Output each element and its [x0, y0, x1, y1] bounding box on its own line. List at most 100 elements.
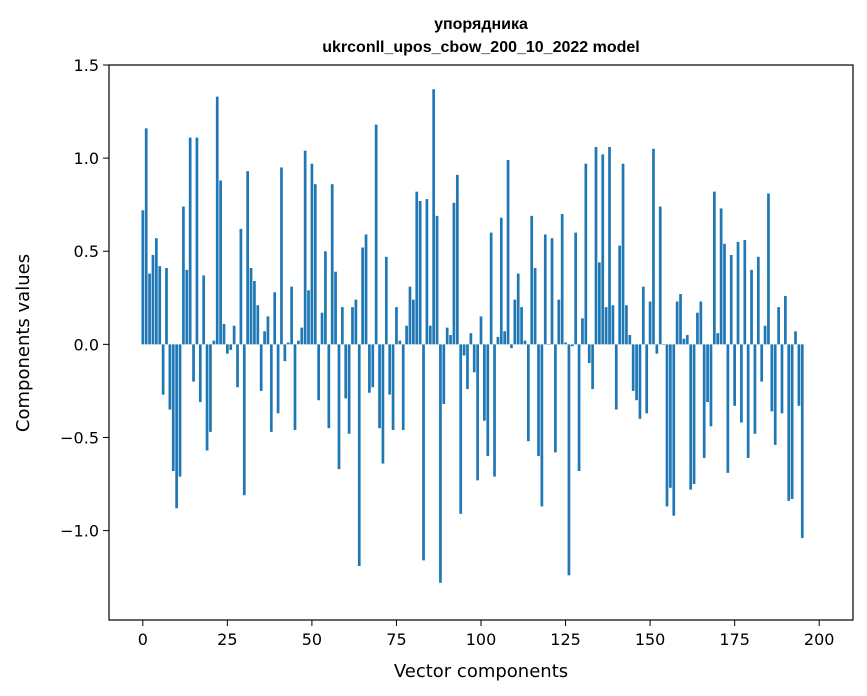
bar-166 — [702, 344, 706, 458]
bar-113 — [523, 340, 527, 345]
bar-185 — [767, 193, 770, 345]
bar-144 — [628, 335, 632, 345]
bar-21 — [212, 340, 216, 345]
bar-67 — [368, 344, 371, 393]
bar-24 — [222, 323, 226, 345]
bar-68 — [371, 344, 375, 388]
bar-178 — [743, 240, 747, 345]
bar-78 — [405, 325, 408, 345]
bar-154 — [662, 344, 665, 345]
bar-175 — [733, 344, 736, 406]
bar-157 — [672, 344, 676, 516]
bar-129 — [577, 344, 581, 471]
bar-12 — [182, 206, 185, 345]
bar-69 — [374, 124, 378, 345]
chart-title-line-2: ukrconll_upos_cbow_200_10_2022 model — [322, 39, 639, 56]
bar-40 — [276, 344, 280, 414]
bar-73 — [388, 344, 392, 395]
x-tick-label: 100 — [466, 630, 497, 649]
bar-156 — [669, 344, 672, 488]
bar-14 — [188, 137, 192, 345]
bar-64 — [357, 344, 361, 566]
bar-165 — [699, 301, 703, 345]
x-tick-label: 0 — [138, 630, 148, 649]
bar-87 — [435, 215, 439, 345]
bar-161 — [685, 335, 689, 345]
bar-140 — [614, 344, 618, 410]
bar-1 — [144, 128, 148, 345]
bar-176 — [736, 241, 740, 345]
bar-75 — [395, 307, 398, 345]
bar-111 — [516, 273, 520, 345]
bar-23 — [219, 180, 222, 345]
bar-135 — [598, 262, 601, 345]
x-tick-label: 125 — [550, 630, 581, 649]
bar-167 — [706, 344, 709, 403]
bar-62 — [351, 307, 354, 345]
bar-60 — [344, 344, 348, 399]
bar-104 — [493, 344, 496, 477]
x-tick-label: 200 — [804, 630, 835, 649]
bar-125 — [564, 342, 567, 345]
bar-30 — [242, 344, 246, 496]
bar-193 — [794, 331, 797, 345]
bar-189 — [780, 344, 784, 414]
bar-124 — [560, 213, 564, 345]
bar-114 — [526, 344, 530, 442]
bar-33 — [253, 281, 256, 345]
bar-164 — [696, 312, 699, 345]
bar-59 — [340, 307, 344, 345]
x-tick-label: 25 — [217, 630, 237, 649]
bar-29 — [239, 228, 243, 345]
bar-150 — [648, 301, 652, 345]
bar-139 — [611, 305, 615, 345]
bar-162 — [689, 344, 693, 490]
y-axis-ticks: 1.5 1.0 0.5 0.0 −0.5 −1.0 — [60, 56, 109, 541]
y-tick-label: 0.5 — [74, 242, 99, 261]
bar-155 — [665, 344, 669, 507]
bar-180 — [750, 269, 753, 345]
bar-90 — [445, 327, 449, 345]
bar-148 — [641, 286, 645, 345]
bar-81 — [415, 191, 419, 345]
bar-116 — [533, 268, 537, 345]
bar-31 — [246, 171, 250, 345]
bar-102 — [486, 344, 490, 457]
bar-179 — [746, 344, 750, 458]
bar-55 — [327, 344, 331, 429]
y-tick-label: −0.5 — [60, 428, 99, 447]
bar-97 — [469, 333, 473, 345]
bar-99 — [476, 344, 479, 481]
bar-118 — [540, 344, 544, 507]
bar-8 — [168, 344, 172, 410]
bar-63 — [354, 299, 358, 345]
bar-10 — [175, 344, 178, 509]
bar-76 — [398, 340, 402, 345]
bar-95 — [462, 344, 466, 356]
bar-126 — [567, 344, 571, 576]
bar-20 — [209, 344, 212, 432]
bar-45 — [293, 344, 297, 431]
x-axis-label: Vector components — [394, 661, 568, 682]
y-tick-label: −1.0 — [60, 522, 99, 541]
bar-39 — [273, 292, 277, 345]
bar-19 — [205, 344, 209, 451]
bar-61 — [347, 344, 351, 434]
bar-170 — [716, 333, 720, 345]
bar-122 — [554, 344, 557, 453]
bar-37 — [266, 316, 270, 345]
bar-2 — [148, 273, 151, 345]
bar-149 — [645, 344, 649, 414]
bar-51 — [313, 184, 317, 345]
bar-26 — [229, 344, 233, 350]
bar-54 — [324, 251, 327, 345]
bar-153 — [658, 206, 662, 345]
bar-96 — [466, 344, 469, 390]
bar-110 — [513, 299, 517, 345]
bar-132 — [587, 344, 591, 363]
bar-49 — [307, 290, 310, 345]
bar-3 — [151, 254, 155, 345]
bar-56 — [330, 184, 334, 345]
bar-46 — [297, 340, 300, 345]
